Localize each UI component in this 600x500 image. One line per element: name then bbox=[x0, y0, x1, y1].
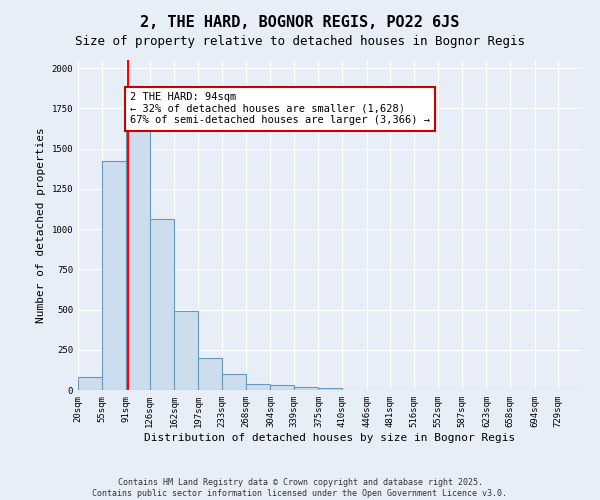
Text: 2, THE HARD, BOGNOR REGIS, PO22 6JS: 2, THE HARD, BOGNOR REGIS, PO22 6JS bbox=[140, 15, 460, 30]
Bar bbox=[271, 385, 294, 390]
Text: Size of property relative to detached houses in Bognor Regis: Size of property relative to detached ho… bbox=[75, 35, 525, 48]
Bar bbox=[102, 162, 126, 390]
Bar bbox=[198, 358, 222, 390]
Bar bbox=[174, 311, 198, 390]
Bar bbox=[150, 220, 174, 390]
Bar bbox=[222, 374, 246, 390]
Bar bbox=[126, 129, 150, 390]
Bar bbox=[78, 377, 102, 390]
Bar bbox=[294, 387, 319, 390]
Y-axis label: Number of detached properties: Number of detached properties bbox=[36, 127, 46, 323]
Bar bbox=[319, 388, 342, 390]
Bar bbox=[246, 384, 271, 390]
Text: 2 THE HARD: 94sqm
← 32% of detached houses are smaller (1,628)
67% of semi-detac: 2 THE HARD: 94sqm ← 32% of detached hous… bbox=[130, 92, 430, 126]
X-axis label: Distribution of detached houses by size in Bognor Regis: Distribution of detached houses by size … bbox=[145, 432, 515, 442]
Text: Contains HM Land Registry data © Crown copyright and database right 2025.
Contai: Contains HM Land Registry data © Crown c… bbox=[92, 478, 508, 498]
